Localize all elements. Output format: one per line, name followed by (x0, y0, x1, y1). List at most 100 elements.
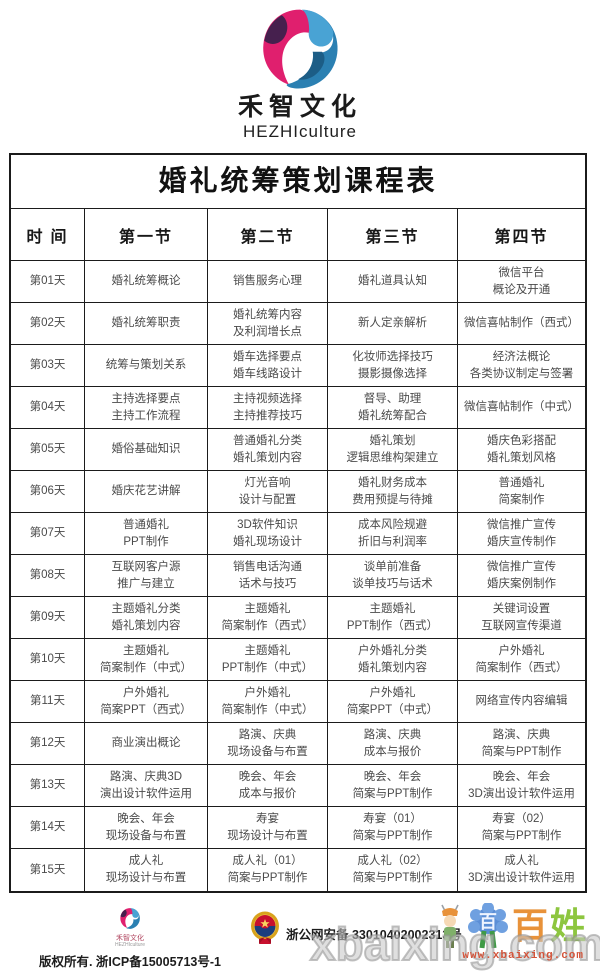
column-header-section4: 第四节 (458, 209, 585, 261)
course-cell: 普通婚礼 PPT制作 (85, 513, 208, 555)
course-cell: 婚俗基础知识 (85, 429, 208, 471)
course-cell: 主题婚礼 简案制作（中式） (85, 639, 208, 681)
course-cell: 统筹与策划关系 (85, 345, 208, 387)
course-cell: 户外婚礼 简案PPT（中式） (328, 681, 458, 723)
column-header-time: 时 间 (11, 209, 85, 261)
table-row: 第12天 商业演出概论 路演、庆典 现场设备与布置 路演、庆典 成本与报价 路演、庆典 … (11, 723, 585, 765)
page-header: 禾智文化 HEZHIculture (0, 6, 600, 142)
table-row: 第07天 普通婚礼 PPT制作 3D软件知识 婚礼现场设计 成本风险规避 折旧与利润率… (11, 513, 585, 555)
day-cell: 第05天 (11, 429, 85, 471)
course-cell: 婚礼财务成本 费用预提与待摊 (328, 471, 458, 513)
day-cell: 第08天 (11, 555, 85, 597)
course-cell: 3D软件知识 婚礼现场设计 (208, 513, 328, 555)
xbaixing-url-text: www.xbaixing.com (462, 950, 584, 962)
icp-copyright-text: 版权所有. 浙ICP备15005713号-1 (38, 955, 221, 970)
flower-badge-icon: 百 (467, 903, 508, 949)
table-row: 第06天 婚庆花艺讲解 灯光音响 设计与配置 婚礼财务成本 费用预提与待摊 普通婚礼 简… (11, 471, 585, 513)
table-row: 第10天 主题婚礼 简案制作（中式） 主题婚礼 PPT制作（中式） 户外婚礼分类 婚礼… (11, 639, 585, 681)
course-cell: 路演、庆典3D 演出设计软件运用 (85, 765, 208, 807)
footer-brand-cn: 禾智文化 (116, 935, 144, 942)
course-cell: 新人定亲解析 (328, 303, 458, 345)
table-row: 第14天 晚会、年会 现场设备与布置 寿宴 现场设计与布置 寿宴（01） 简案与PPT… (11, 807, 585, 849)
table-title: 婚礼统筹策划课程表 (11, 155, 585, 209)
day-cell: 第06天 (11, 471, 85, 513)
course-cell: 主题婚礼分类 婚礼策划内容 (85, 597, 208, 639)
svg-text:百: 百 (479, 912, 497, 932)
brand-name-en: HEZHIculture (242, 121, 358, 141)
course-cell: 微信推广宣传 婚庆宣传制作 (458, 513, 585, 555)
course-cell: 婚庆花艺讲解 (85, 471, 208, 513)
table-row: 第11天 户外婚礼 简案PPT（西式） 户外婚礼 简案制作（中式） 户外婚礼 简案PP… (11, 681, 585, 723)
course-cell: 销售电话沟通 话术与技巧 (208, 555, 328, 597)
course-cell: 户外婚礼分类 婚礼策划内容 (328, 639, 458, 681)
course-cell: 婚礼统筹职责 (85, 303, 208, 345)
column-header-section3: 第三节 (328, 209, 458, 261)
table-row: 第04天 主持选择要点 主持工作流程 主持视频选择 主持推荐技巧 督导、助理 婚礼统筹… (11, 387, 585, 429)
day-cell: 第13天 (11, 765, 85, 807)
course-cell: 户外婚礼 简案制作（中式） (208, 681, 328, 723)
day-cell: 第03天 (11, 345, 85, 387)
xing-glyph: 姓 (549, 905, 586, 946)
course-cell: 互联网客户源 推广与建立 (85, 555, 208, 597)
course-cell: 路演、庆典 成本与报价 (328, 723, 458, 765)
table-row: 第01天 婚礼统筹概论 销售服务心理 婚礼道具认知 微信平台 概论及开通 (11, 261, 585, 303)
course-cell: 关键词设置 互联网宣传渠道 (458, 597, 585, 639)
course-cell: 微信喜帖制作（中式） (458, 387, 585, 429)
course-cell: 主题婚礼 PPT制作（中式） (208, 639, 328, 681)
hezhi-logo-small-icon (120, 908, 140, 929)
footer-police-block: 浙公网安备 33010402002313号 (250, 911, 462, 947)
course-cell: 普通婚礼 简案制作 (458, 471, 585, 513)
course-cell: 微信推广宣传 婚庆案例制作 (458, 555, 585, 597)
course-cell: 寿宴 现场设计与布置 (208, 807, 328, 849)
course-cell: 户外婚礼 简案制作（西式） (458, 639, 585, 681)
course-table: 婚礼统筹策划课程表 时 间 第一节 第二节 第三节 第四节 第01天 婚礼统筹概论… (9, 153, 587, 893)
xbaixing-logo-cluster: 百 百 姓 (436, 903, 586, 949)
day-cell: 第07天 (11, 513, 85, 555)
page-footer: 禾智文化 HEZHIculture 版权所有. 浙ICP备15005713号-1… (0, 903, 600, 972)
bai-glyph: 百 (511, 905, 548, 946)
course-cell: 成人礼 3D演出设计软件运用 (468, 855, 575, 884)
course-cell: 成人礼（01） 简案与PPT制作 (208, 849, 328, 891)
course-cell: 寿宴（02） 简案与PPT制作 (458, 807, 585, 849)
course-cell: 主题婚礼 PPT制作（西式） (328, 597, 458, 639)
course-cell: 婚礼统筹概论 (85, 261, 208, 303)
table-row: 第02天 婚礼统筹职责 婚礼统筹内容 及利润增长点 新人定亲解析 微信喜帖制作（西式） (11, 303, 585, 345)
course-cell: 婚礼道具认知 (328, 261, 458, 303)
day-cell: 第04天 (11, 387, 85, 429)
table-row: 第09天 主题婚礼分类 婚礼策划内容 主题婚礼 简案制作（西式） 主题婚礼 PPT制作… (11, 597, 585, 639)
course-cell: 普通婚礼分类 婚礼策划内容 (208, 429, 328, 471)
course-cell: 微信平台 概论及开通 (458, 261, 585, 303)
footer-copyright-block: 禾智文化 HEZHIculture 版权所有. 浙ICP备15005713号-1 (30, 907, 230, 970)
xbaixing-watermark-text: xbaixing.com (309, 917, 600, 971)
course-cell: 晚会、年会 3D演出设计软件运用 (458, 765, 585, 807)
course-cell: 寿宴（01） 简案与PPT制作 (328, 807, 458, 849)
course-cell: 微信喜帖制作（西式） (458, 303, 585, 345)
table-row: 第13天 路演、庆典3D 演出设计软件运用 晚会、年会 成本与报价 晚会、年会 简案与… (11, 765, 585, 807)
day-cell: 第12天 (11, 723, 85, 765)
day-cell: 第09天 (11, 597, 85, 639)
police-badge-icon (251, 911, 279, 944)
course-cell: 户外婚礼 简案PPT（西式） (85, 681, 208, 723)
course-cell: 化妆师选择技巧 摄影摄像选择 (328, 345, 458, 387)
course-cell: 经济法概论 各类协议制定与签署 (458, 345, 585, 387)
course-cell: 成本风险规避 折旧与利润率 (328, 513, 458, 555)
course-cell: 主持选择要点 主持工作流程 (85, 387, 208, 429)
column-header-section2: 第二节 (208, 209, 328, 261)
course-cell: 督导、助理 婚礼统筹配合 (328, 387, 458, 429)
brand-name-cn: 禾智文化 (237, 93, 362, 121)
course-cell: 婚车选择要点 婚车线路设计 (208, 345, 328, 387)
day-cell: 第14天 (11, 807, 85, 849)
course-cell: 路演、庆典 现场设备与布置 (208, 723, 328, 765)
day-cell: 第02天 (11, 303, 85, 345)
course-cell: 主题婚礼 简案制作（西式） (208, 597, 328, 639)
course-cell: 谈单前准备 谈单技巧与话术 (328, 555, 458, 597)
column-header-section1: 第一节 (85, 209, 208, 261)
table-row: 第08天 互联网客户源 推广与建立 销售电话沟通 话术与技巧 谈单前准备 谈单技巧与话… (11, 555, 585, 597)
course-cell: 成人礼（02） 简案与PPT制作 (328, 849, 458, 891)
table-body: 第01天 婚礼统筹概论 销售服务心理 婚礼道具认知 微信平台 概论及开通 第02天 婚礼统筹… (11, 261, 585, 891)
day-cell: 第01天 (11, 261, 85, 303)
hezhi-logo-icon (263, 9, 338, 89)
course-cell: 婚礼统筹内容 及利润增长点 (208, 303, 328, 345)
day-cell: 第10天 (11, 639, 85, 681)
table-row: 第05天 婚俗基础知识 普通婚礼分类 婚礼策划内容 婚礼策划 逻辑思维构架建立 婚庆色彩… (11, 429, 585, 471)
